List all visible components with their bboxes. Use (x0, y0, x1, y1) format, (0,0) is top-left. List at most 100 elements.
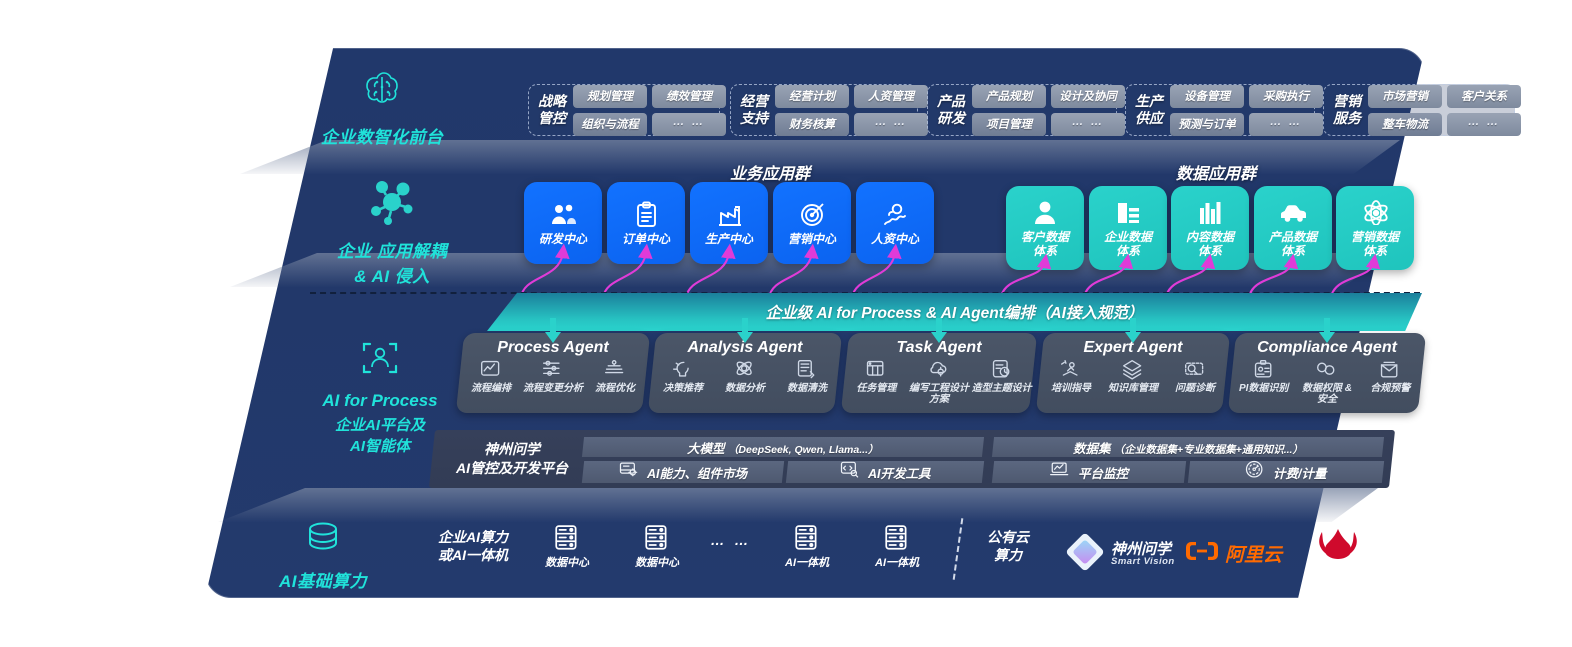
front-office-chip[interactable]: 组织与流程 (573, 112, 647, 136)
agent-feature[interactable]: 造型主题设计 (970, 359, 1033, 405)
front-office-group-3[interactable]: 产品 研发 产品规划 设计及协同 项目管理… … (927, 84, 1125, 136)
business-app-card-5[interactable]: 人资中心 (856, 182, 934, 264)
platform-bar-llm[interactable]: 大模型 （DeepSeek, Qwen, Llama...） (581, 437, 985, 457)
front-office-chip[interactable]: 绩效管理 (652, 84, 726, 108)
front-office-chip[interactable]: … … (1447, 112, 1521, 136)
rail-ai-process-label-1: 企业AI平台及 (334, 417, 425, 434)
agent-card-1[interactable]: Process Agent 流程编排 流程变更分析 流程优化 (455, 333, 651, 413)
agent-card-2[interactable]: Analysis Agent 决策推荐 数据分析 数据清洗 (647, 333, 843, 413)
agent-feature[interactable]: 培训指导 (1040, 359, 1102, 394)
front-office-chip[interactable]: 规划管理 (573, 84, 647, 108)
business-app-card-label: 订单中心 (621, 231, 670, 246)
infrastructure-item-2[interactable]: 数据中心 (532, 524, 602, 570)
agent-features: 任务管理 编写工程设计方案 造型主题设计 (845, 359, 1033, 405)
rail-infrastructure: AI基础算力 (258, 518, 388, 592)
agent-card-3[interactable]: Task Agent 任务管理 编写工程设计方案 造型主题设计 (840, 333, 1038, 413)
gauge-icon (1246, 460, 1263, 478)
business-app-card-label: 营销中心 (787, 231, 836, 246)
front-office-chip[interactable]: 客户关系 (1447, 84, 1521, 108)
front-office-chip[interactable]: 采购执行 (1249, 84, 1323, 108)
agent-feature-label: 流程优化 (595, 383, 635, 394)
front-office-chip-grid: 市场营销 客户关系 整车物流… … (1368, 84, 1521, 136)
agent-feature-label: 数据分析 (725, 383, 765, 394)
front-office-group-5[interactable]: 营销 服务 市场营销 客户关系 整车物流… … (1323, 84, 1521, 136)
business-app-card-2[interactable]: 订单中心 (607, 182, 685, 264)
agent-feature[interactable]: 流程变更分析 (522, 359, 584, 394)
business-apps-title: 业务应用群 (730, 166, 811, 183)
data-app-card-2[interactable]: 企业数据 体系 (1089, 186, 1167, 270)
agent-feature[interactable]: 合规预警 (1359, 359, 1422, 405)
front-office-chip[interactable]: 项目管理 (972, 112, 1046, 136)
person-chart-icon (884, 203, 906, 225)
brand-aliyun[interactable]: 阿里云 (1185, 540, 1282, 567)
front-office-chip[interactable]: 人资管理 (854, 84, 928, 108)
agent-feature[interactable]: 数据清洗 (776, 359, 838, 394)
front-office-chip[interactable]: … … (1051, 112, 1125, 136)
front-office-chip[interactable]: … … (1249, 112, 1323, 136)
platform-bar-monitor[interactable]: 平台监控 (991, 461, 1187, 483)
molecule-icon (322, 178, 462, 233)
rail-app-decoupling-label-2: & AI 侵入 (354, 267, 430, 286)
users-icon (552, 204, 576, 224)
data-app-card-5[interactable]: 营销数据 体系 (1336, 186, 1414, 270)
flow-chart-icon (481, 360, 500, 376)
agent-card-5[interactable]: Compliance Agent PI数据识别 数据权限 & 安全 合规预警 (1227, 333, 1427, 413)
agent-feature[interactable]: 决策推荐 (652, 359, 714, 394)
business-app-card-4[interactable]: 营销中心 (773, 182, 851, 264)
rail-front-office: 企业数智化前台 (312, 68, 452, 148)
agent-feature[interactable]: 任务管理 (845, 359, 908, 405)
infrastructure-item-3[interactable]: 数据中心 (622, 524, 692, 570)
agent-feature[interactable]: 流程编排 (460, 359, 522, 394)
agent-feature[interactable]: 知识库管理 (1102, 359, 1164, 394)
infrastructure-item-1[interactable]: 企业AI算力 或AI一体机 (418, 528, 528, 564)
agent-feature-label: 流程编排 (471, 383, 511, 394)
business-app-card-1[interactable]: 研发中心 (524, 182, 602, 264)
front-office-chip[interactable]: 产品规划 (972, 84, 1046, 108)
infrastructure-item-5[interactable]: AI一体机 (772, 524, 842, 570)
front-office-chip[interactable]: 设计及协同 (1051, 84, 1125, 108)
data-app-card-1[interactable]: 客户数据 体系 (1006, 186, 1084, 270)
brand-shenzhou[interactable]: 神州问学 Smart Vision (1065, 532, 1175, 577)
agent-card-4[interactable]: Expert Agent 培训指导 知识库管理 问题诊断 (1035, 333, 1231, 413)
front-office-group-4[interactable]: 生产 供应 设备管理 采购执行 预测与订单… … (1125, 84, 1323, 136)
front-office-chip[interactable]: … … (652, 112, 726, 136)
platform-bar-billing[interactable]: 计费/计量 (1187, 460, 1385, 483)
data-app-card-label: 客户数据 体系 (1020, 229, 1069, 258)
infrastructure-item-7[interactable]: 公有云 算力 (968, 528, 1048, 564)
agent-down-arrow (930, 318, 948, 349)
data-app-card-label: 营销数据 体系 (1350, 229, 1399, 258)
front-office-chip[interactable]: 设备管理 (1170, 84, 1244, 108)
agent-feature[interactable]: 数据权限 & 安全 (1295, 359, 1358, 405)
clipboard-icon (637, 201, 656, 227)
front-office-chip[interactable]: 整车物流 (1368, 112, 1442, 136)
ai-orchestration-band: 企业级 AI for Process & AI Agent编排（AI接入规范） (487, 293, 1422, 331)
agent-feature[interactable]: PI数据识别 (1232, 359, 1295, 405)
front-office-chip[interactable]: 财务核算 (775, 112, 849, 136)
agent-feature[interactable]: 数据分析 (714, 359, 776, 394)
front-office-chip[interactable]: 市场营销 (1368, 84, 1442, 108)
front-office-chip[interactable]: 预测与订单 (1170, 112, 1244, 136)
data-app-card-4[interactable]: 产品数据 体系 (1254, 186, 1332, 270)
platform-bar-dataset[interactable]: 数据集 （企业数据集+专业数据集+通用知识...） (991, 437, 1385, 457)
front-office-chip[interactable]: … … (854, 112, 928, 136)
data-app-card-3[interactable]: 内容数据 体系 (1171, 186, 1249, 270)
platform-bar-label: 数据集 （企业数据集+专业数据集+通用知识...） (1073, 441, 1303, 456)
agent-feature-label: 编写工程设计方案 (909, 383, 969, 405)
platform-bar-label: 计费/计量 (1273, 466, 1327, 481)
front-office-chip[interactable]: 经营计划 (775, 84, 849, 108)
business-app-card-3[interactable]: 生产中心 (690, 182, 768, 264)
front-office-group-2[interactable]: 经营 支持 经营计划 人资管理 财务核算… … (730, 84, 928, 136)
brain-bulb-icon (673, 361, 689, 377)
rail-app-decoupling-label-1: 企业 应用解耦 (336, 242, 448, 261)
agent-feature[interactable]: 编写工程设计方案 (908, 359, 971, 405)
platform-bar-devtools[interactable]: AI开发工具 (785, 461, 985, 483)
agent-feature[interactable]: 流程优化 (584, 359, 646, 394)
brand-huawei[interactable]: HUAWEI (1310, 528, 1366, 579)
infrastructure-item-4[interactable]: … … (700, 533, 762, 547)
infrastructure-item-label: 数据中心 (635, 557, 679, 569)
agent-feature[interactable]: 问题诊断 (1164, 359, 1226, 394)
cloud-gear-icon (930, 361, 947, 377)
front-office-group-1[interactable]: 战略 管控 规划管理 绩效管理 组织与流程… … (528, 84, 726, 136)
infrastructure-item-6[interactable]: AI一体机 (862, 524, 932, 570)
platform-bar-components[interactable]: AI能力、组件市场 (581, 461, 785, 483)
